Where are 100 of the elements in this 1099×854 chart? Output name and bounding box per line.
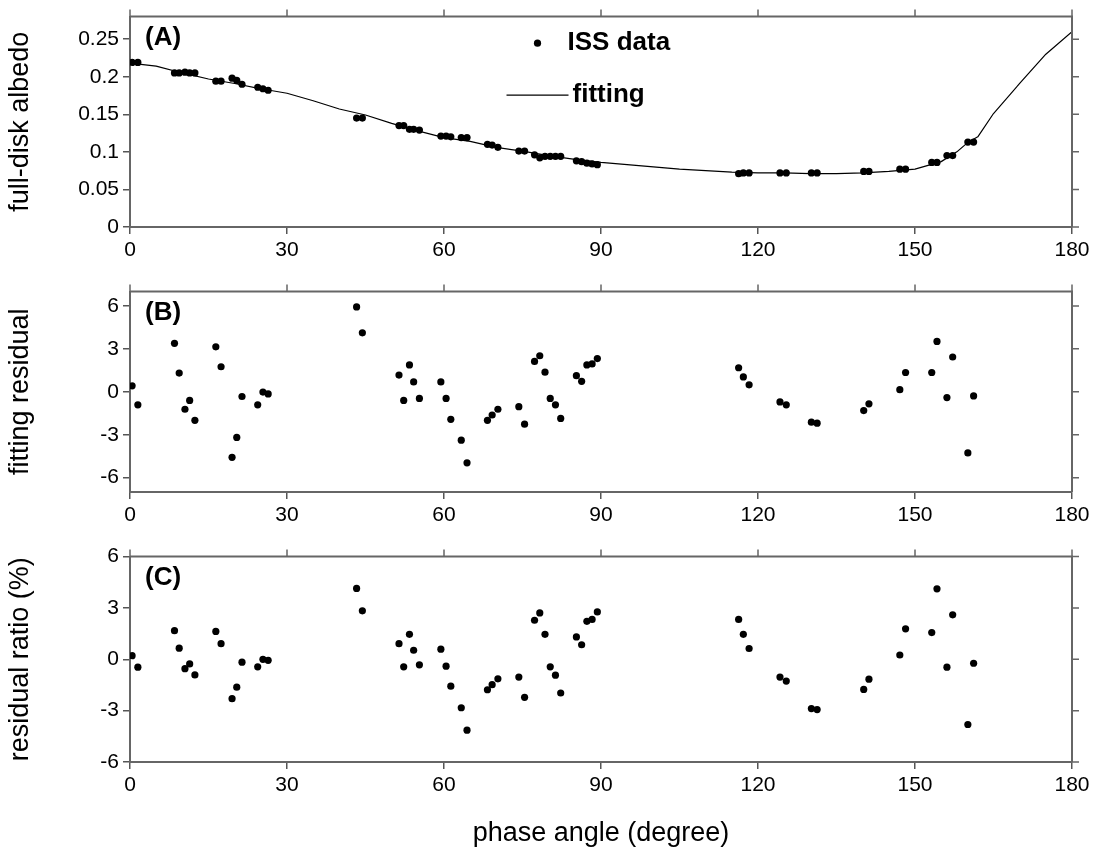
point	[901, 368, 910, 377]
y-tick-label: -3	[100, 421, 119, 445]
point	[447, 682, 455, 690]
point	[588, 360, 596, 368]
point	[405, 630, 414, 638]
point	[191, 69, 199, 77]
point	[463, 133, 471, 142]
point	[776, 398, 784, 406]
point	[901, 165, 910, 173]
x-tick-label: 150	[897, 502, 933, 526]
point	[186, 660, 194, 668]
point	[130, 652, 136, 660]
point	[551, 401, 560, 409]
point	[238, 80, 246, 88]
point	[807, 705, 815, 713]
legend-label: ISS data	[567, 26, 671, 57]
point	[400, 396, 408, 404]
y-tick-label: 0	[107, 213, 119, 237]
annotation: (C)	[145, 560, 182, 591]
y-tick-label: 0.05	[78, 176, 119, 200]
point	[442, 662, 450, 670]
point	[400, 663, 408, 671]
point	[964, 449, 972, 457]
point	[410, 378, 418, 386]
point	[130, 382, 136, 390]
point	[134, 401, 142, 409]
point	[572, 372, 580, 380]
point	[928, 629, 936, 637]
x-axis-title: phase angle (degree)	[472, 817, 730, 848]
point	[782, 169, 790, 177]
point	[739, 169, 747, 177]
y-tick-label: -6	[100, 748, 119, 772]
annotation: (A)	[145, 20, 182, 51]
y-tick-label: 6	[107, 543, 119, 567]
point	[238, 658, 246, 666]
point	[745, 644, 753, 653]
point	[593, 608, 601, 616]
point	[358, 607, 366, 615]
point	[520, 693, 529, 701]
point	[546, 394, 554, 402]
point	[264, 86, 272, 94]
point	[807, 418, 815, 426]
point	[949, 353, 957, 361]
x-tick-label: 60	[432, 237, 456, 261]
point	[515, 673, 523, 681]
point	[593, 161, 601, 169]
point	[865, 400, 873, 408]
point	[233, 433, 241, 442]
point	[405, 361, 414, 369]
point	[933, 585, 941, 593]
point	[970, 659, 978, 667]
point	[572, 633, 580, 641]
point	[813, 706, 821, 714]
y-tick-label: 0.1	[89, 138, 119, 162]
x-tick-label: 90	[589, 237, 613, 261]
point	[557, 689, 565, 697]
point	[896, 651, 904, 659]
point	[233, 683, 241, 691]
point	[457, 133, 465, 142]
point	[860, 685, 868, 694]
x-tick-label: 180	[1054, 237, 1090, 261]
y-axis-title: fitting residual	[3, 308, 34, 476]
point	[739, 630, 747, 638]
point	[515, 403, 523, 411]
point	[578, 641, 586, 649]
point	[264, 656, 272, 664]
point	[588, 615, 596, 624]
x-tick-label: 60	[432, 772, 456, 796]
point	[488, 681, 496, 689]
point	[254, 663, 262, 671]
point	[557, 414, 565, 423]
point	[807, 169, 815, 177]
x-tick-label: 120	[740, 237, 776, 261]
point	[745, 381, 753, 389]
point	[546, 663, 554, 671]
point	[353, 114, 361, 122]
point	[175, 644, 183, 652]
y-tick-label: 0	[107, 378, 119, 402]
x-tick-label: 0	[124, 772, 136, 796]
y-tick-label: -6	[100, 464, 119, 488]
point	[175, 369, 183, 377]
point	[494, 405, 502, 413]
x-tick-label: 150	[897, 772, 933, 796]
annotation: (B)	[145, 295, 182, 326]
x-tick-label: 90	[589, 502, 613, 526]
point	[483, 416, 492, 424]
point	[865, 167, 873, 175]
point	[181, 405, 189, 413]
point	[901, 625, 910, 633]
point	[264, 390, 272, 398]
legend-label: fitting	[572, 78, 645, 109]
point	[745, 169, 753, 177]
point	[238, 392, 246, 401]
point	[170, 627, 179, 635]
y-tick-label: 0.2	[89, 63, 119, 87]
x-tick-label: 120	[740, 772, 776, 796]
point	[520, 147, 529, 155]
point	[217, 363, 225, 371]
point	[442, 394, 450, 402]
point	[593, 354, 601, 363]
